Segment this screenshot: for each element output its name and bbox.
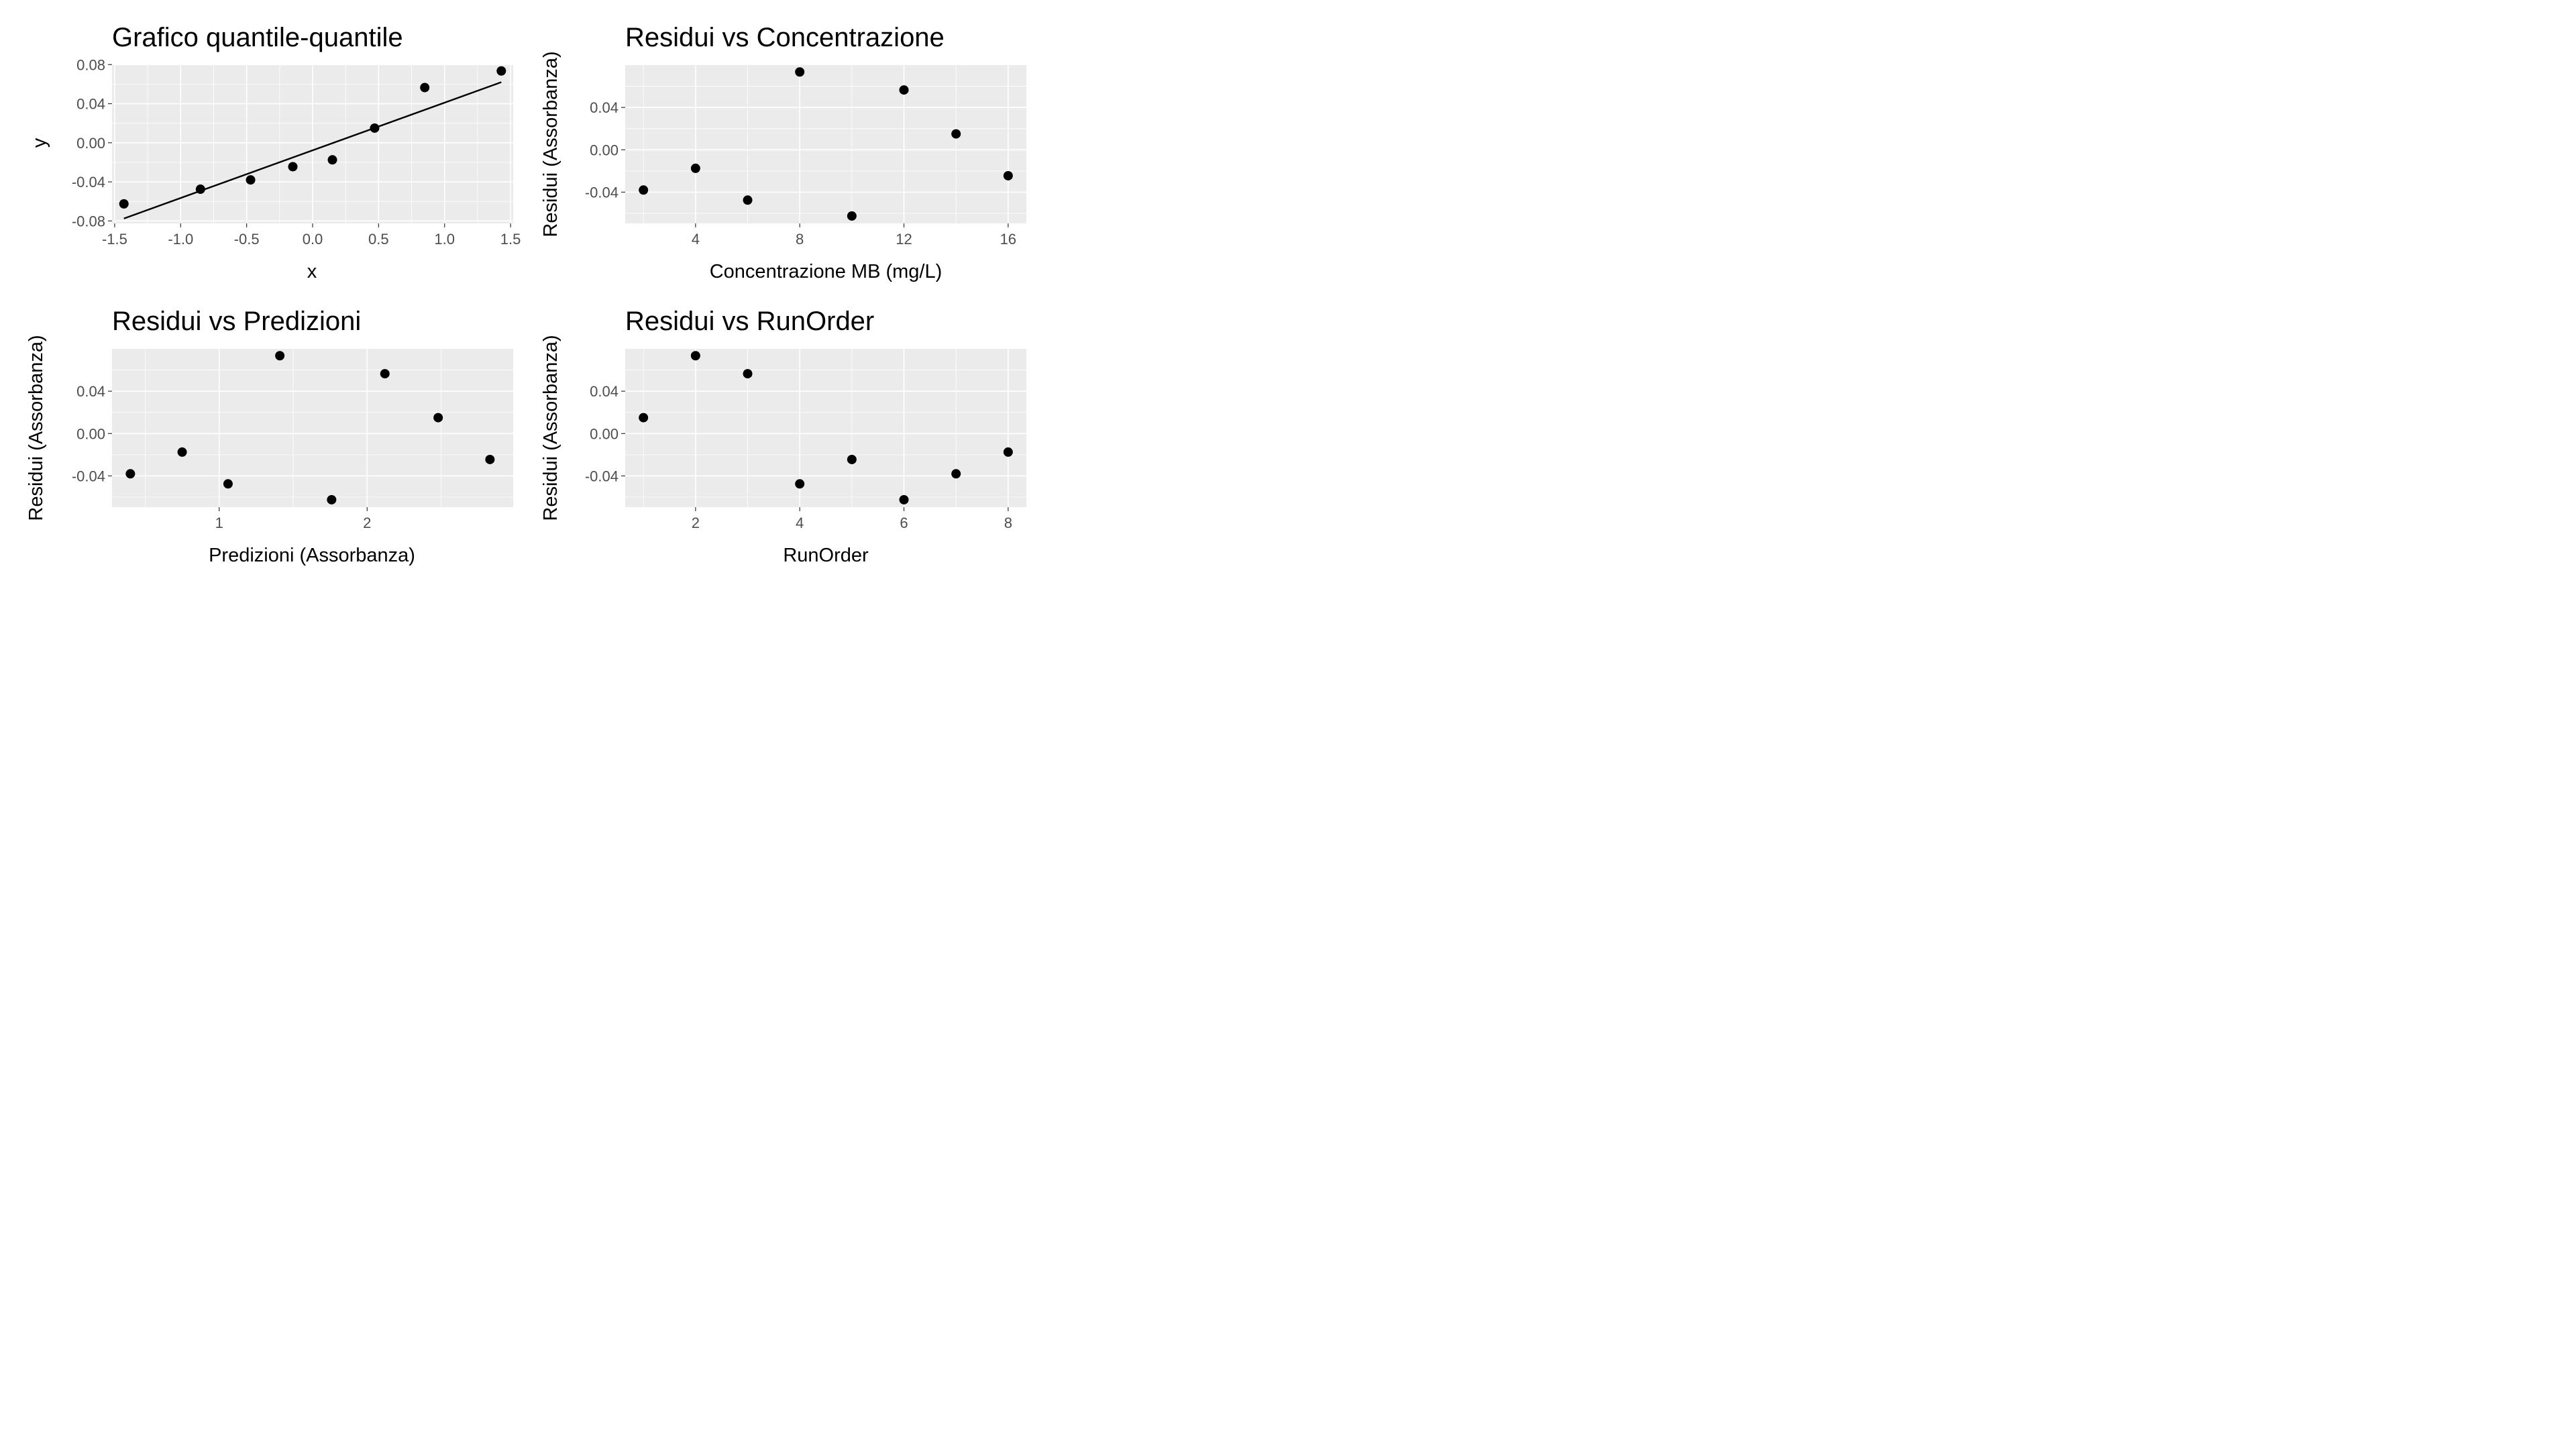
qq-plot-data-point xyxy=(288,162,298,172)
residuals-vs-concentration-panel-background xyxy=(625,65,1026,223)
residuals-vs-concentration-data-point xyxy=(951,129,961,139)
residuals-vs-runorder-data-point xyxy=(690,351,700,361)
residuals-vs-runorder-y-tick-label: 0.00 xyxy=(590,425,619,442)
residuals-vs-predictions-data-point xyxy=(125,469,136,479)
qq-plot-x-tick-label: 0.5 xyxy=(368,231,389,248)
residuals-vs-runorder-y-tick-label: 0.04 xyxy=(590,383,619,400)
qq-plot-data-point xyxy=(420,83,430,93)
qq-plot-panel: -1.5 -1.0 -0.5 0.0 0.5 1.0 1.5 -0.08 -0.04 0.00 0.… xyxy=(29,23,521,282)
residuals-vs-runorder-x-axis-title: RunOrder xyxy=(783,545,869,566)
residuals-vs-runorder-data-point xyxy=(743,369,753,379)
residuals-vs-concentration-data-point xyxy=(690,163,700,173)
residuals-vs-concentration-x-tick-label: 4 xyxy=(692,231,700,248)
residuals-vs-concentration-x-tick-label: 12 xyxy=(896,231,912,248)
residuals-vs-concentration-data-point xyxy=(795,67,805,77)
residuals-vs-runorder-data-point xyxy=(639,413,649,423)
residuals-vs-predictions-panel: 1 2 -0.04 0.00 0.04 Residui vs Predizioni Pre… xyxy=(25,307,513,566)
figure: -1.5 -1.0 -0.5 0.0 0.5 1.0 1.5 -0.08 -0.04 0.00 0.… xyxy=(0,0,1046,590)
residuals-vs-runorder-data-point xyxy=(1003,447,1013,457)
residuals-vs-runorder-x-tick-label: 6 xyxy=(900,515,908,531)
residuals-vs-runorder-plot-area: 2 4 6 8 -0.04 0.00 0.04 xyxy=(585,349,1026,531)
residuals-vs-runorder-y-tick-label: -0.04 xyxy=(585,468,619,484)
qq-plot-x-tick-label: -1.0 xyxy=(168,231,193,248)
residuals-vs-concentration-data-point xyxy=(847,211,857,221)
residuals-vs-predictions-data-point xyxy=(327,494,337,504)
residuals-vs-predictions-data-point xyxy=(380,369,390,379)
residuals-vs-predictions-data-point xyxy=(177,447,187,457)
qq-plot-plot-area: -1.5 -1.0 -0.5 0.0 0.5 1.0 1.5 -0.08 -0.04 0.00 0.… xyxy=(72,56,521,248)
residuals-vs-runorder-panel-background xyxy=(625,349,1026,507)
residuals-vs-concentration-data-point xyxy=(1003,170,1013,180)
qq-plot-data-point xyxy=(119,199,129,209)
qq-plot-data-point xyxy=(327,155,337,165)
residuals-vs-runorder-title: Residui vs RunOrder xyxy=(625,307,874,336)
residuals-vs-predictions-x-tick-label: 1 xyxy=(215,515,223,531)
residuals-vs-predictions-y-axis-title: Residui (Assorbanza) xyxy=(25,335,47,521)
qq-plot-x-tick-label: 1.5 xyxy=(500,231,521,248)
residuals-vs-predictions-data-point xyxy=(275,351,285,361)
residuals-vs-concentration-x-tick-label: 16 xyxy=(1000,231,1016,248)
qq-plot-x-tick-label: -0.5 xyxy=(234,231,260,248)
residuals-vs-predictions-panel-background xyxy=(112,349,513,507)
residuals-vs-predictions-data-point xyxy=(485,454,495,464)
qq-plot-y-tick-label: 0.04 xyxy=(76,96,105,113)
qq-plot-data-point xyxy=(370,123,380,133)
qq-plot-y-tick-label: -0.08 xyxy=(72,213,105,229)
qq-plot-data-point xyxy=(246,175,256,185)
residuals-vs-runorder-data-point xyxy=(795,479,805,489)
residuals-vs-predictions-data-point xyxy=(223,479,233,489)
residuals-vs-runorder-data-point xyxy=(899,494,909,504)
residuals-vs-predictions-y-tick-label: 0.04 xyxy=(76,383,105,400)
residuals-vs-predictions-plot-area: 1 2 -0.04 0.00 0.04 xyxy=(72,349,513,531)
residuals-vs-runorder-panel: 2 4 6 8 -0.04 0.00 0.04 Residui vs RunOrder Run… xyxy=(540,307,1026,566)
qq-plot-title: Grafico quantile-quantile xyxy=(112,23,403,52)
qq-plot-y-axis-title: y xyxy=(29,138,50,148)
qq-plot-data-point xyxy=(496,66,506,76)
residuals-vs-runorder-x-tick-label: 8 xyxy=(1004,515,1012,531)
qq-plot-data-point xyxy=(195,184,205,195)
residuals-vs-predictions-y-tick-label: 0.00 xyxy=(76,425,105,442)
residuals-vs-concentration-y-tick-label: 0.04 xyxy=(590,99,619,116)
residuals-vs-predictions-x-tick-label: 2 xyxy=(363,515,371,531)
residuals-vs-concentration-y-axis-title: Residui (Assorbanza) xyxy=(540,51,561,237)
qq-plot-y-tick-label: 0.00 xyxy=(76,135,105,152)
residuals-vs-predictions-title: Residui vs Predizioni xyxy=(112,307,361,336)
qq-plot-x-tick-label: -1.5 xyxy=(102,231,127,248)
residuals-vs-runorder-y-axis-title: Residui (Assorbanza) xyxy=(540,335,561,521)
qq-plot-x-tick-label: 1.0 xyxy=(434,231,455,248)
residuals-vs-predictions-x-axis-title: Predizioni (Assorbanza) xyxy=(209,545,415,566)
residuals-vs-predictions-y-tick-label: -0.04 xyxy=(72,468,105,484)
residuals-vs-concentration-y-tick-label: 0.00 xyxy=(590,142,619,158)
residuals-vs-predictions-data-point xyxy=(433,413,443,423)
qq-plot-x-tick-label: 0.0 xyxy=(303,231,323,248)
qq-plot-reference-line xyxy=(123,81,502,219)
residuals-vs-concentration-y-tick-label: -0.04 xyxy=(585,184,619,201)
residuals-vs-concentration-data-point xyxy=(743,195,753,205)
residuals-vs-runorder-x-tick-label: 2 xyxy=(692,515,700,531)
residuals-vs-concentration-x-axis-title: Concentrazione MB (mg/L) xyxy=(710,261,943,282)
residuals-vs-runorder-data-point xyxy=(951,469,961,479)
residuals-vs-runorder-data-point xyxy=(847,454,857,464)
qq-plot-y-tick-label: -0.04 xyxy=(72,174,105,191)
qq-plot-x-axis-title: x xyxy=(307,261,317,282)
residuals-vs-concentration-plot-area: 4 8 12 16 -0.04 0.00 0.04 xyxy=(585,65,1026,248)
chart-figure-svg: -1.5 -1.0 -0.5 0.0 0.5 1.0 1.5 -0.08 -0.04 0.00 0.… xyxy=(25,23,1026,566)
residuals-vs-concentration-data-point xyxy=(899,85,909,95)
residuals-vs-concentration-data-point xyxy=(639,185,649,195)
residuals-vs-concentration-panel: 4 8 12 16 -0.04 0.00 0.04 Residui vs Concentraz… xyxy=(540,23,1026,282)
residuals-vs-runorder-x-tick-label: 4 xyxy=(796,515,804,531)
qq-plot-y-tick-label: 0.08 xyxy=(76,56,105,73)
residuals-vs-concentration-x-tick-label: 8 xyxy=(796,231,804,248)
residuals-vs-concentration-title: Residui vs Concentrazione xyxy=(625,23,945,52)
